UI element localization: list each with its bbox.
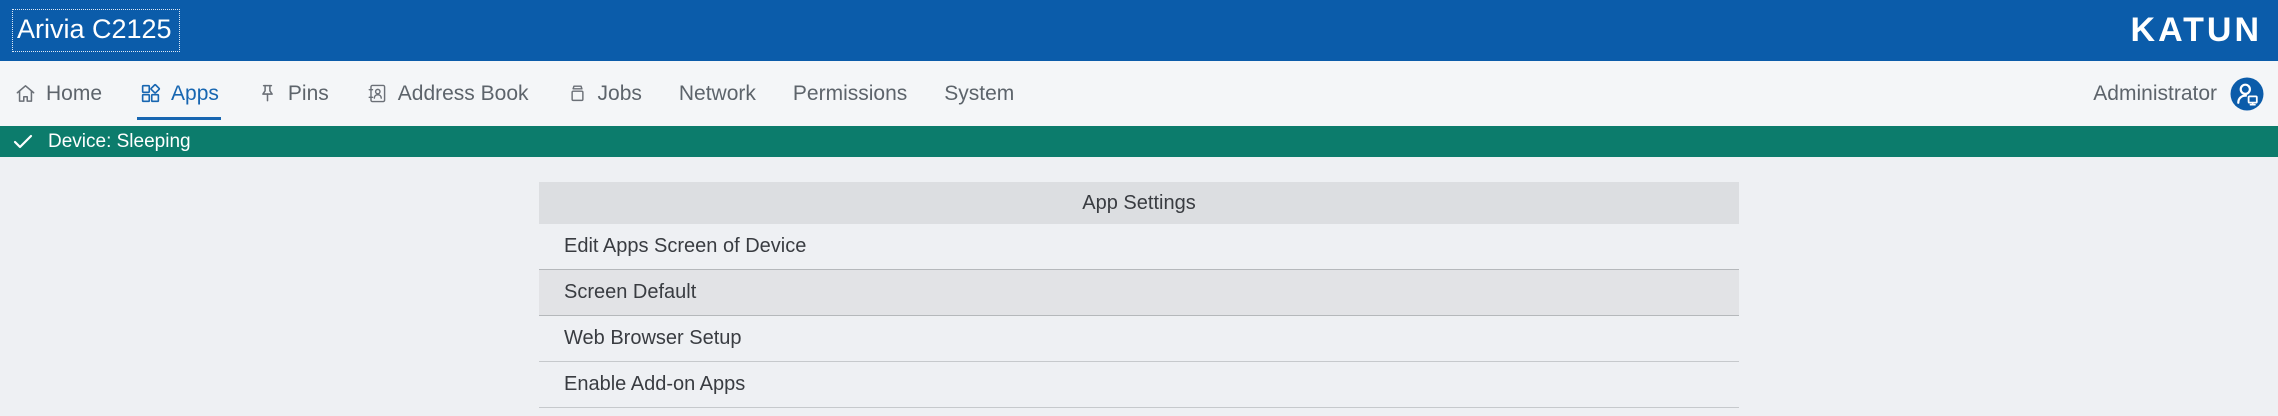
nav-item-pins[interactable]: Pins [256,61,329,126]
status-text: Device: Sleeping [48,130,191,152]
checkmark-icon [13,134,33,149]
nav-item-apps[interactable]: Apps [137,61,221,126]
nav-item-label: Address Book [397,81,529,105]
device-name[interactable]: Arivia C2125 [12,9,180,52]
nav-items: Home Apps Pins [14,61,1014,126]
nav-item-label: Home [46,81,103,105]
address-book-icon [366,82,389,105]
main-nav: Home Apps Pins [0,61,2278,126]
nav-right: Administrator [2093,61,2264,126]
administrator-label: Administrator [2093,81,2217,105]
pin-icon [256,82,279,105]
table-title: App Settings [539,182,1739,224]
nav-item-address-book[interactable]: Address Book [366,61,529,126]
main-content: App Settings Edit Apps Screen of Device … [0,182,2278,408]
table-row-web-browser-setup[interactable]: Web Browser Setup [539,316,1739,362]
app-settings-table: App Settings Edit Apps Screen of Device … [539,182,1739,408]
title-bar: Arivia C2125 KATUN [0,0,2278,61]
administrator-avatar-icon[interactable] [2230,77,2264,111]
nav-item-label: Jobs [597,81,642,105]
table-row-enable-addon-apps[interactable]: Enable Add-on Apps [539,362,1739,408]
table-row-screen-default[interactable]: Screen Default [539,269,1739,316]
katun-logo: KATUN [2130,11,2262,49]
nav-item-label: Permissions [792,81,908,105]
table-row-edit-apps-screen[interactable]: Edit Apps Screen of Device [539,224,1739,270]
nav-item-label: System [944,81,1015,105]
nav-item-network[interactable]: Network [679,61,756,126]
nav-item-home[interactable]: Home [14,61,102,126]
nav-item-jobs[interactable]: Jobs [566,61,642,126]
nav-item-label: Pins [287,81,329,105]
nav-item-system[interactable]: System [944,61,1014,126]
home-icon [14,82,37,105]
jobs-icon [566,82,589,105]
nav-item-label: Apps [171,81,219,105]
nav-item-permissions[interactable]: Permissions [793,61,907,126]
nav-item-label: Network [678,81,756,105]
apps-icon [139,82,162,105]
device-status-bar: Device: Sleeping [0,126,2278,157]
